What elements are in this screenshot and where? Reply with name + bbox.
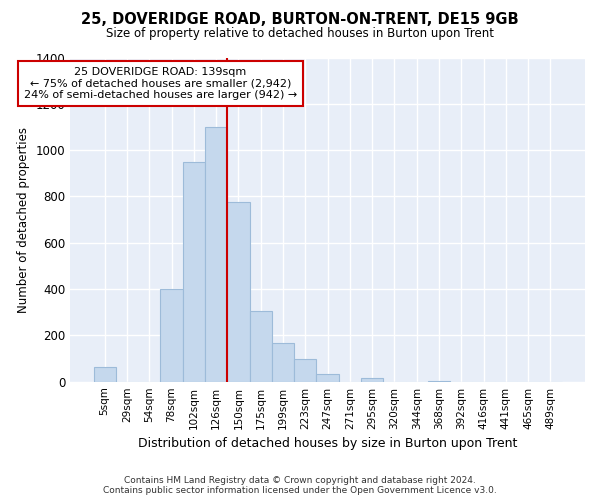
- Bar: [294, 358, 316, 382]
- Bar: [250, 311, 272, 382]
- Bar: [205, 127, 227, 382]
- Bar: [227, 202, 250, 382]
- Bar: [316, 374, 338, 382]
- Text: Size of property relative to detached houses in Burton upon Trent: Size of property relative to detached ho…: [106, 28, 494, 40]
- Text: Contains HM Land Registry data © Crown copyright and database right 2024.
Contai: Contains HM Land Registry data © Crown c…: [103, 476, 497, 495]
- Bar: [182, 162, 205, 382]
- Text: 25 DOVERIDGE ROAD: 139sqm
← 75% of detached houses are smaller (2,942)
24% of se: 25 DOVERIDGE ROAD: 139sqm ← 75% of detac…: [24, 67, 297, 100]
- Text: 25, DOVERIDGE ROAD, BURTON-ON-TRENT, DE15 9GB: 25, DOVERIDGE ROAD, BURTON-ON-TRENT, DE1…: [81, 12, 519, 28]
- Y-axis label: Number of detached properties: Number of detached properties: [17, 126, 30, 312]
- Bar: [272, 344, 294, 382]
- Bar: [428, 380, 450, 382]
- Bar: [361, 378, 383, 382]
- Bar: [160, 289, 182, 382]
- X-axis label: Distribution of detached houses by size in Burton upon Trent: Distribution of detached houses by size …: [138, 437, 517, 450]
- Bar: [94, 366, 116, 382]
